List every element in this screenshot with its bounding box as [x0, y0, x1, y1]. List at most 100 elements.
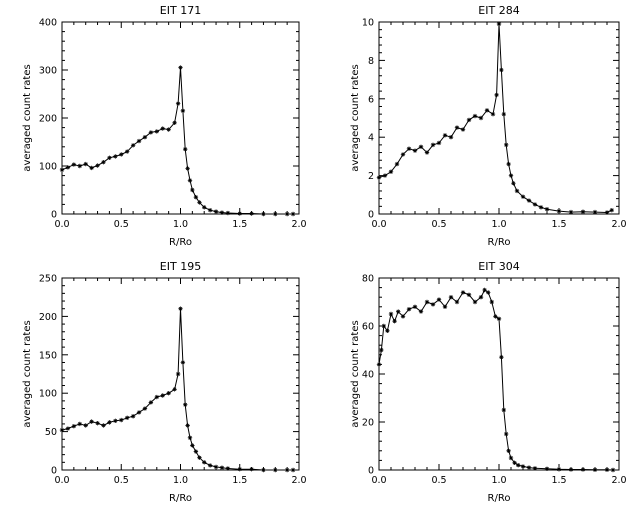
x-axis-label: R/Ro — [488, 493, 511, 504]
data-point — [166, 391, 171, 396]
plot-frame — [378, 21, 620, 215]
data-point — [376, 175, 382, 180]
x-tick-label: 1.0 — [491, 475, 506, 486]
data-point — [418, 144, 424, 149]
data-point — [532, 466, 538, 471]
y-tick-label: 8 — [368, 56, 374, 67]
y-tick-label: 6 — [368, 94, 374, 105]
x-tick-label: 0.0 — [54, 219, 69, 230]
data-point — [175, 371, 181, 377]
series-line — [61, 308, 294, 471]
data-point — [609, 207, 614, 213]
data-point — [148, 400, 154, 405]
data-point — [290, 467, 296, 473]
data-point — [486, 290, 491, 295]
x-tick-label: 1.0 — [173, 219, 188, 230]
data-point — [77, 163, 82, 169]
series-line — [61, 67, 294, 215]
data-point — [499, 67, 504, 73]
data-point — [472, 299, 478, 305]
data-point — [442, 304, 448, 309]
data-point — [482, 287, 487, 293]
data-point — [490, 111, 496, 117]
data-point — [424, 299, 430, 305]
data-point — [511, 181, 516, 186]
data-point — [154, 129, 159, 134]
data-point — [394, 161, 400, 167]
data-point — [172, 120, 177, 125]
data-point — [484, 108, 490, 113]
data-point — [544, 207, 550, 212]
data-point — [504, 142, 509, 148]
y-tick-label: 400 — [39, 18, 57, 29]
data-point — [225, 466, 231, 471]
data-point — [478, 295, 484, 300]
data-point — [284, 211, 290, 217]
y-axis-label: averaged count rates — [22, 320, 33, 427]
data-point — [142, 135, 148, 140]
data-point — [160, 393, 165, 398]
data-point — [101, 159, 106, 165]
data-point — [460, 127, 466, 132]
data-point — [442, 133, 448, 138]
data-point — [237, 211, 242, 216]
data-point — [430, 302, 436, 307]
data-point — [113, 154, 118, 159]
y-tick-label: 300 — [39, 66, 57, 77]
x-tick-label: 1.5 — [551, 219, 566, 230]
data-point — [604, 210, 610, 215]
data-point — [249, 211, 254, 216]
data-point — [610, 467, 616, 473]
data-point — [436, 140, 442, 146]
data-point — [514, 188, 520, 194]
data-point — [454, 125, 460, 130]
data-point — [124, 149, 130, 154]
panel-title: EIT 171 — [160, 4, 201, 17]
data-point — [273, 211, 278, 217]
data-point — [183, 147, 188, 152]
series-line — [378, 23, 613, 214]
y-tick-label: 4 — [368, 133, 374, 144]
data-point — [193, 449, 199, 454]
x-tick-label: 0.0 — [54, 475, 69, 486]
data-point — [504, 431, 509, 437]
data-point — [284, 467, 290, 473]
data-point — [388, 169, 394, 174]
data-point — [95, 163, 100, 168]
data-point — [406, 146, 412, 151]
data-point — [538, 205, 544, 210]
x-tick-label: 2.0 — [291, 219, 306, 230]
data-point — [412, 148, 418, 153]
panel-title: EIT 195 — [160, 260, 201, 273]
data-point — [119, 417, 124, 423]
data-point — [83, 161, 88, 167]
data-point — [130, 414, 136, 419]
data-point — [178, 306, 183, 311]
data-point — [424, 150, 430, 155]
y-axis-label: averaged count rates — [350, 320, 361, 427]
data-point — [101, 423, 106, 428]
data-point — [520, 464, 526, 469]
data-point — [225, 210, 231, 216]
data-point — [400, 152, 406, 157]
data-point — [130, 143, 136, 148]
data-point — [556, 208, 562, 214]
x-tick-label: 0.5 — [431, 219, 446, 230]
data-point — [501, 407, 506, 413]
data-point — [207, 463, 213, 468]
data-point — [148, 130, 154, 135]
y-tick-label: 0 — [368, 466, 374, 477]
data-point — [580, 467, 586, 472]
data-point — [65, 165, 71, 170]
y-tick-label: 0 — [368, 210, 374, 221]
data-point — [392, 319, 397, 324]
data-point — [107, 420, 112, 425]
data-point — [592, 467, 598, 472]
data-point — [592, 209, 598, 215]
data-point — [136, 138, 142, 144]
data-point — [499, 355, 504, 360]
data-point — [261, 467, 266, 473]
data-point — [219, 465, 225, 470]
panel-eit-195: EIT 195 R/Ro averaged count rates 0.0 0.5… — [22, 260, 307, 504]
